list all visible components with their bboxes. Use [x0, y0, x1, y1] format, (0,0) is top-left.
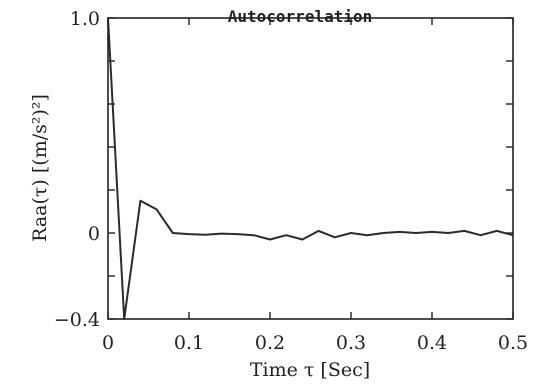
plot-frame — [107, 17, 514, 320]
series-line — [107, 17, 514, 320]
x-tick-label: 0.5 — [498, 332, 528, 354]
x-tick-label: 0.1 — [174, 332, 204, 354]
y-tick-label: 1.0 — [70, 8, 100, 30]
x-tick-label: 0 — [102, 332, 114, 354]
x-tick-label: 0.3 — [336, 332, 366, 354]
x-tick-label: 0.2 — [255, 332, 285, 354]
chart-title: Autocorrelation — [228, 7, 373, 26]
x-tick-label: 0.4 — [417, 332, 447, 354]
y-tick-label: −0.4 — [54, 309, 100, 331]
y-tick-label: 0 — [88, 223, 100, 245]
ticks-layer — [107, 17, 514, 320]
tick-labels-layer: 0 0.1 0.2 0.3 0.4 0.51.00−0.4 — [54, 8, 528, 354]
x-axis-title: Time τ [Sec] — [250, 359, 370, 381]
y-axis-title: Raa(τ) [(m/s²)²] — [29, 94, 51, 242]
